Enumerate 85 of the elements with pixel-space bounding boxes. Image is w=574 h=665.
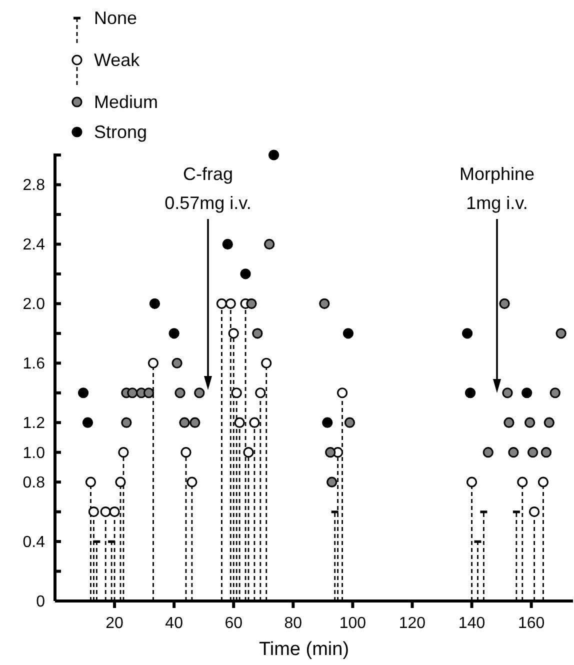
point <box>342 328 354 339</box>
point <box>249 417 260 428</box>
point <box>194 388 205 398</box>
point <box>85 476 96 488</box>
point <box>148 358 159 368</box>
point <box>261 358 272 368</box>
x-tick-label: 160 <box>518 615 545 632</box>
y-tick-label: 0.8 <box>22 474 46 492</box>
point <box>234 417 245 428</box>
point <box>252 328 263 339</box>
point <box>222 238 233 250</box>
x-tick-label: 140 <box>458 615 486 632</box>
point <box>529 506 540 518</box>
point <box>121 417 132 428</box>
point <box>216 298 228 309</box>
point <box>255 388 266 398</box>
point <box>149 298 160 309</box>
point <box>522 388 532 398</box>
y-tick-label: 1.2 <box>22 415 46 432</box>
point <box>109 506 120 518</box>
x-tick-label: 40 <box>165 615 184 632</box>
legend-label: Medium <box>94 92 158 112</box>
point <box>464 388 476 398</box>
point <box>319 298 330 309</box>
point <box>168 328 180 339</box>
point <box>186 476 198 488</box>
x-axis-title: Time (min) <box>258 639 350 660</box>
point <box>174 388 186 398</box>
point <box>180 447 192 458</box>
y-tick-label: 0 <box>36 594 46 610</box>
point <box>225 298 236 309</box>
point <box>336 388 348 398</box>
point <box>115 476 126 488</box>
point <box>326 476 338 488</box>
y-tick-label: 2.8 <box>22 177 46 194</box>
point <box>228 328 239 339</box>
point <box>118 447 129 458</box>
point <box>499 298 510 309</box>
x-tick-label: 20 <box>106 615 124 632</box>
x-tick-label: 60 <box>224 615 243 632</box>
y-tick-label: 2.4 <box>22 236 46 254</box>
point <box>246 298 257 309</box>
point <box>264 238 275 250</box>
legend-label: None <box>94 8 138 28</box>
point <box>240 268 251 280</box>
x-tick-label: 120 <box>398 615 426 632</box>
y-tick-label: 2.0 <box>22 296 46 314</box>
point <box>508 447 519 458</box>
point <box>179 417 190 428</box>
annotation: Morphine 1mg i.v. <box>459 164 535 213</box>
point <box>556 328 566 339</box>
point <box>524 417 536 428</box>
point <box>231 388 242 398</box>
point <box>243 447 254 458</box>
point <box>322 417 333 428</box>
point <box>127 388 138 398</box>
legend-label: Strong <box>94 122 148 142</box>
point <box>78 388 89 398</box>
point <box>482 447 494 458</box>
point <box>504 417 514 428</box>
point <box>88 506 99 518</box>
point <box>502 388 513 398</box>
point <box>466 476 478 488</box>
y-tick-label: 1.6 <box>22 356 46 373</box>
legend-label: Weak <box>94 50 141 70</box>
y-tick-label: 0.4 <box>22 534 46 552</box>
point <box>172 358 182 368</box>
point <box>82 417 94 428</box>
annotation: C-frag 0.57mg i.v. <box>164 164 252 213</box>
point <box>538 476 549 488</box>
point <box>544 417 554 428</box>
point <box>190 417 200 428</box>
x-tick-label: 100 <box>339 615 366 632</box>
point <box>344 417 356 428</box>
point <box>325 447 336 458</box>
x-tick-label: 80 <box>284 615 302 632</box>
point <box>540 447 552 458</box>
y-tick-label: 1.0 <box>22 444 46 462</box>
point <box>268 150 280 160</box>
point <box>517 476 528 488</box>
point <box>550 388 560 398</box>
point <box>143 388 154 398</box>
point <box>528 447 538 458</box>
point <box>462 328 473 339</box>
point <box>100 506 111 518</box>
